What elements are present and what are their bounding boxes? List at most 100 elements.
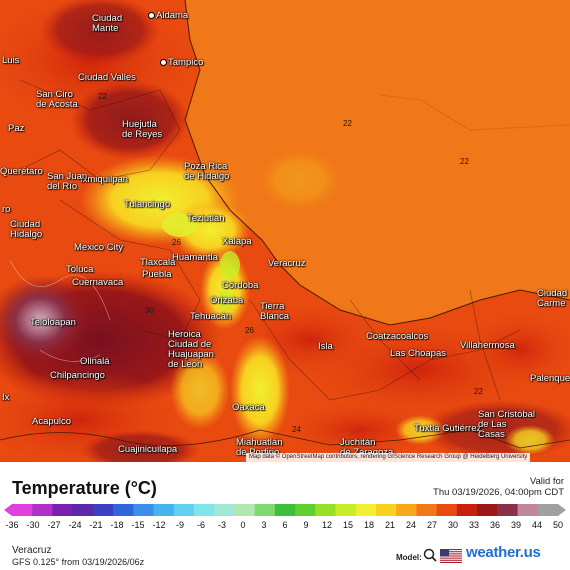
scale-swatch (396, 504, 417, 516)
city-label-ciudad-mante: Ciudad Mante (92, 13, 123, 34)
city-label-chilpancingo: Chilpancingo (50, 370, 105, 381)
city-label-san-cristobal: San Cristóbal de Las Casas (478, 409, 536, 440)
scale-tick-label: 18 (363, 520, 375, 530)
city-dot-icon (148, 11, 155, 19)
city-label-tehuacan: Tehuacán (190, 311, 232, 322)
legend-title: Temperature (°C) (12, 478, 157, 498)
valid-label: Valid for (529, 476, 564, 487)
city-label-palenque: Palenque (530, 373, 570, 384)
city-label-juchitan: Juchitán de Zaragoza (340, 437, 393, 458)
brand-logo[interactable]: weather.us (466, 544, 541, 561)
scale-arrow-right (558, 504, 566, 516)
city-label-teziutlan: Teziutlán (187, 213, 225, 224)
scale-swatch (52, 504, 74, 516)
valid-time: Thu 03/19/2026, 04:00pm CDT (433, 487, 564, 498)
scale-tick-label: -27 (47, 520, 61, 530)
scale-swatch (214, 504, 235, 516)
city-label-aldama: Aldama (148, 11, 188, 21)
scale-arrow-left (4, 504, 12, 516)
scale-swatch (315, 504, 337, 516)
scale-swatch (133, 504, 155, 516)
scale-swatch (537, 504, 559, 516)
city-label-luis: Luis (2, 55, 20, 66)
scale-swatch (153, 504, 175, 516)
scale-tick-label: 30 (447, 520, 459, 530)
city-label-cuajinicuilapa: Cuajinicuilapa (118, 444, 178, 455)
scale-tick-label: 9 (303, 520, 309, 530)
scale-swatch (72, 504, 94, 516)
brand-text: weather.us (466, 544, 541, 561)
city-label-ciudad-valles: Ciudad Valles (78, 72, 136, 83)
scale-swatch (194, 504, 215, 516)
scale-tick-label: 44 (531, 520, 543, 530)
model-run-label: GFS 0.125° from 03/19/2026/06z (12, 557, 145, 567)
scale-tick-label: 3 (261, 520, 267, 530)
city-label-coatzacoalcos: Coatzacoalcos (366, 331, 429, 342)
city-label-cordoba: Córdoba (222, 280, 259, 291)
city-label-san-juan-del-rio: San Juan del Río (47, 171, 88, 192)
city-label-xalapa: Xalapa (222, 236, 252, 247)
scale-swatch (113, 504, 134, 516)
city-label-ix: Ix (2, 392, 10, 403)
contour-label: 22 (474, 387, 483, 396)
scale-swatch (173, 504, 195, 516)
scale-swatch (416, 504, 438, 516)
city-label-huamantla: Huamantla (172, 252, 218, 263)
scale-swatch (477, 504, 498, 516)
city-label-huajuapan: Heroica Ciudad de Huajuapan de León (168, 329, 214, 370)
city-label-ciudad-hidalgo: Ciudad Hidalgo (10, 219, 43, 240)
scale-tick-label: 0 (240, 520, 246, 530)
city-label-tuxtla: Tuxtla Gutiérrez (414, 423, 482, 434)
us-flag-icon[interactable] (440, 549, 462, 563)
contour-label: 22 (343, 119, 352, 128)
city-label-poza-rica: Poza Rica de Hidalgo (184, 161, 230, 182)
city-label-cuernavaca: Cuernavaca (72, 277, 124, 288)
city-label-miahuatlan: Miahuatlán de Porfirio (236, 437, 283, 458)
contour-label: 30 (145, 306, 154, 315)
scale-tick-label: 21 (384, 520, 396, 530)
hd-magnifier-icon[interactable] (423, 548, 437, 562)
scale-tick-label: 6 (282, 520, 288, 530)
city-label-ciudad-carmen: Ciudad Carme (537, 288, 568, 309)
scale-tick-label: -21 (89, 520, 103, 530)
city-label-queretaro: Querétaro (0, 166, 43, 177)
scale-tick-label: 24 (405, 520, 417, 530)
scale-tick-label: 36 (489, 520, 501, 530)
scale-tick-label: -36 (5, 520, 19, 530)
contour-label: 22 (98, 92, 107, 101)
city-label-isla: Isla (318, 341, 333, 352)
scale-swatch (274, 504, 296, 516)
scale-tick-label: -24 (68, 520, 82, 530)
scale-tick-label: 15 (342, 520, 354, 530)
city-label-teloloapan: Teloloapan (30, 317, 76, 328)
scale-swatch (234, 504, 256, 516)
scale-swatch (92, 504, 114, 516)
contour-label: 22 (460, 157, 469, 166)
city-label-ro: ro (2, 204, 11, 215)
temperature-map[interactable]: 22 22 22 24 26 26 30 22 Aldama Ciudad Ma… (0, 0, 570, 462)
scale-tick-label: -18 (110, 520, 124, 530)
scale-tick-label: -9 (175, 520, 185, 530)
city-label-oaxaca: Oaxaca (232, 402, 265, 413)
scale-swatch (295, 504, 316, 516)
scale-swatch (436, 504, 458, 516)
scale-tick-label: -30 (26, 520, 40, 530)
color-scale-bar (4, 504, 566, 516)
city-label-tulancingo: Tulancingo (124, 199, 171, 210)
city-label-huejutla: Huejutla de Reyes (122, 119, 163, 140)
legend-panel: Temperature (°C) Valid for Thu 03/19/202… (0, 464, 570, 570)
contour-label: 24 (292, 425, 301, 434)
city-label-veracruz: Veracruz (268, 258, 306, 269)
city-label-toluca: Toluca (66, 264, 94, 275)
scale-tick-label: -6 (196, 520, 206, 530)
city-label-mexico-city: Mexico City (74, 242, 124, 253)
city-label-tlaxcala: Tlaxcala (140, 257, 176, 268)
city-label-puebla: Puebla (142, 269, 172, 280)
city-label-las-choapas: Las Choapas (390, 348, 446, 359)
scale-swatch (32, 504, 53, 516)
city-label-olinala: Olinalá (80, 356, 110, 367)
scale-swatch (335, 504, 357, 516)
city-label-tampico: Tampico (160, 58, 203, 68)
city-label-san-ciro: San Ciro de Acosta (36, 89, 78, 110)
map-attribution[interactable]: Map data © OpenStreetMap contributors, r… (246, 453, 531, 462)
